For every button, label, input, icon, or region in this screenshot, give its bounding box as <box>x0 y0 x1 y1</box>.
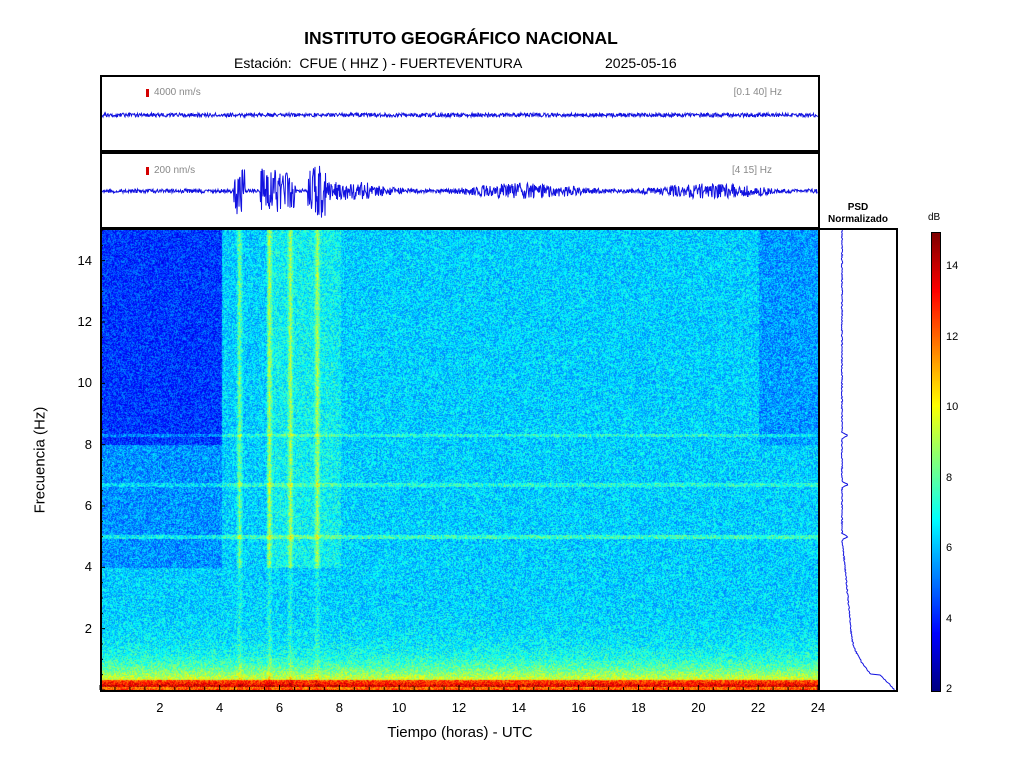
spectrogram-heatmap <box>102 230 818 690</box>
station-line: Estación: CFUE ( HHZ ) - FUERTEVENTURA <box>234 55 523 71</box>
x-tick-label: 6 <box>275 700 284 715</box>
psd-panel <box>818 228 898 692</box>
colorbar-tick-label: 6 <box>946 542 953 555</box>
colorbar-tick-label: 2 <box>946 683 953 695</box>
page-title: INSTITUTO GEOGRÁFICO NACIONAL <box>304 28 618 48</box>
trace2-waveform <box>102 165 818 218</box>
colorbar <box>931 232 941 692</box>
psd-curve <box>840 230 895 690</box>
x-tick-label: 22 <box>750 700 766 715</box>
trace2-band-label: [4 15] Hz <box>731 165 772 176</box>
x-tick-label: 16 <box>571 700 586 715</box>
x-tick-label: 18 <box>631 700 646 715</box>
psd-line <box>840 230 895 690</box>
colorbar-tick-label: 10 <box>946 401 959 414</box>
y-tick-label: 14 <box>77 252 92 268</box>
colorbar-tick-label: 14 <box>946 260 959 273</box>
colorbar-tick-label: 4 <box>946 612 953 625</box>
trace2-scale-label: 200 nm/s <box>154 165 196 176</box>
y-tick-label: 10 <box>77 375 92 391</box>
trace1-waveform <box>102 111 818 119</box>
x-tick-label: 24 <box>810 700 826 715</box>
psd-title: PSD Normalizado <box>818 202 898 226</box>
psd-title-line2: Normalizado <box>827 214 888 225</box>
seismogram-broadband-panel: 4000 nm/s [0.1 40] Hz <box>100 75 820 152</box>
waveform-line <box>102 111 818 119</box>
y-axis-label: Frecuencia (Hz) <box>31 406 49 514</box>
psd-title-line1: PSD <box>847 202 869 213</box>
waveform-line <box>102 165 818 218</box>
x-tick-label: 2 <box>156 700 164 715</box>
y-tick-label: 6 <box>84 498 92 513</box>
x-tick-label: 10 <box>391 700 407 715</box>
x-axis-label: Tiempo (horas) - UTC <box>387 724 533 741</box>
x-tick-label: 12 <box>451 700 467 715</box>
trace1-band-label: [0.1 40] Hz <box>733 87 782 98</box>
x-tick-label: 14 <box>511 700 527 715</box>
spectrogram-panel <box>100 228 820 692</box>
scale-bar-icon <box>146 89 149 97</box>
y-tick-label: 2 <box>84 620 92 636</box>
x-tick-label: 20 <box>691 700 706 715</box>
scale-bar-icon <box>146 167 149 175</box>
trace1-scale-label: 4000 nm/s <box>154 87 201 98</box>
colorbar-tick-label: 12 <box>946 330 959 343</box>
date-label: 2025-05-16 <box>605 55 677 71</box>
x-tick-label: 8 <box>335 700 343 715</box>
x-tick-label: 4 <box>216 700 224 715</box>
y-tick-label: 12 <box>77 314 92 329</box>
y-tick-label: 4 <box>84 559 92 575</box>
seismogram-filtered-panel: 200 nm/s [4 15] Hz <box>100 152 820 229</box>
y-tick-label: 8 <box>84 436 92 452</box>
colorbar-unit: dB <box>928 212 941 223</box>
colorbar-tick-label: 8 <box>946 471 953 484</box>
